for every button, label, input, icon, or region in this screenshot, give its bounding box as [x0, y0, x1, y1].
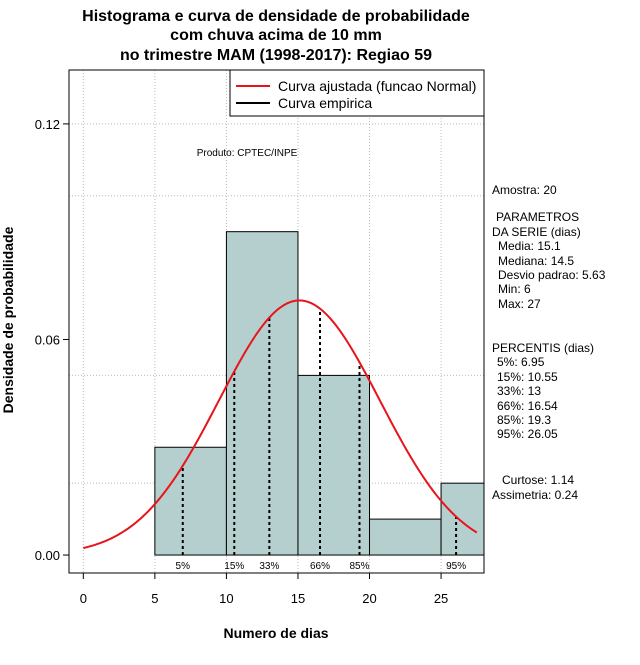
- stat-median: Mediana: 14.5: [498, 254, 574, 268]
- stat-p85: 85%: 19.3: [497, 413, 551, 427]
- histogram-bars: [154, 231, 485, 556]
- stat-mean: Media: 15.1: [498, 239, 561, 253]
- stat-percentiles-title: PERCENTIS (dias): [492, 341, 594, 355]
- legend: Curva ajustada (funcao Normal) Curva emp…: [229, 69, 485, 117]
- stat-min: Min: 6: [498, 282, 531, 296]
- x-tick-label-1: 5: [151, 591, 158, 606]
- chart-title-line-1: Histograma e curva de densidade de proba…: [82, 8, 470, 25]
- percentile-label-3: 66%: [310, 561, 330, 572]
- stat-p5: 5%: 6.95: [497, 355, 545, 369]
- legend-box: [229, 69, 485, 117]
- product-annotation: Produto: CPTEC/INPE: [197, 148, 298, 159]
- percentile-label-2: 33%: [259, 561, 279, 572]
- x-tick-label-2: 10: [219, 591, 233, 606]
- normal-curve: [83, 299, 478, 550]
- legend-label-empirical-curve: Curva empirica: [278, 95, 372, 111]
- chart-title-line-2: com chuva acima de 10 mm: [170, 27, 382, 44]
- x-axis-title: Numero de dias: [223, 625, 328, 641]
- y-tick-label-0: 0.00: [35, 548, 60, 563]
- percentile-label-4: 85%: [349, 561, 369, 572]
- chart-title-line-3: no trimestre MAM (1998-2017): Regiao 59: [120, 47, 432, 64]
- x-tick-label-4: 20: [362, 591, 376, 606]
- stat-p95: 95%: 26.05: [497, 427, 558, 441]
- x-tick-label-5: 25: [434, 591, 448, 606]
- stat-series-units: DA SERIE (dias): [492, 225, 581, 239]
- percentile-lines: 5% 15% 33% 66% 85% 95%: [176, 308, 466, 572]
- histogram-bar-3: [369, 518, 442, 556]
- x-tick-label-0: 0: [80, 591, 87, 606]
- y-tick-label-2: 0.12: [35, 117, 60, 132]
- stat-p15: 15%: 10.55: [497, 370, 558, 384]
- y-axis-title: Densidade de probabilidade: [0, 226, 16, 413]
- percentile-label-5: 95%: [446, 561, 466, 572]
- histogram-bar-0: [154, 446, 227, 556]
- x-tick-label-3: 15: [291, 591, 305, 606]
- percentile-label-1: 15%: [224, 561, 244, 572]
- stats-panel: Amostra: 20 PARAMETROS DA SERIE (dias) M…: [492, 183, 606, 502]
- y-tick-label-1: 0.06: [35, 332, 60, 347]
- stat-parameters-title: PARAMETROS: [496, 210, 579, 224]
- histogram-bar-1: [225, 231, 299, 556]
- legend-label-fitted-curve: Curva ajustada (funcao Normal): [278, 78, 476, 94]
- fitted-normal-curve: [83, 299, 478, 550]
- y-axis: 0.00 0.06 0.12: [35, 117, 70, 563]
- stat-std-dev: Desvio padrao: 5.63: [498, 268, 606, 282]
- histogram-bar-2: [297, 374, 371, 556]
- histogram-bar-4: [440, 482, 485, 556]
- stat-max: Max: 27: [498, 297, 541, 311]
- x-axis: 0 5 10 15 20 25: [80, 572, 448, 606]
- stat-skewness: Assimetria: 0.24: [492, 488, 578, 502]
- stat-kurtosis: Curtose: 1.14: [502, 473, 574, 487]
- stat-p33: 33%: 13: [497, 384, 541, 398]
- stat-sample-size: Amostra: 20: [492, 183, 557, 197]
- percentile-label-0: 5%: [176, 561, 191, 572]
- stat-p66: 66%: 16.54: [497, 399, 558, 413]
